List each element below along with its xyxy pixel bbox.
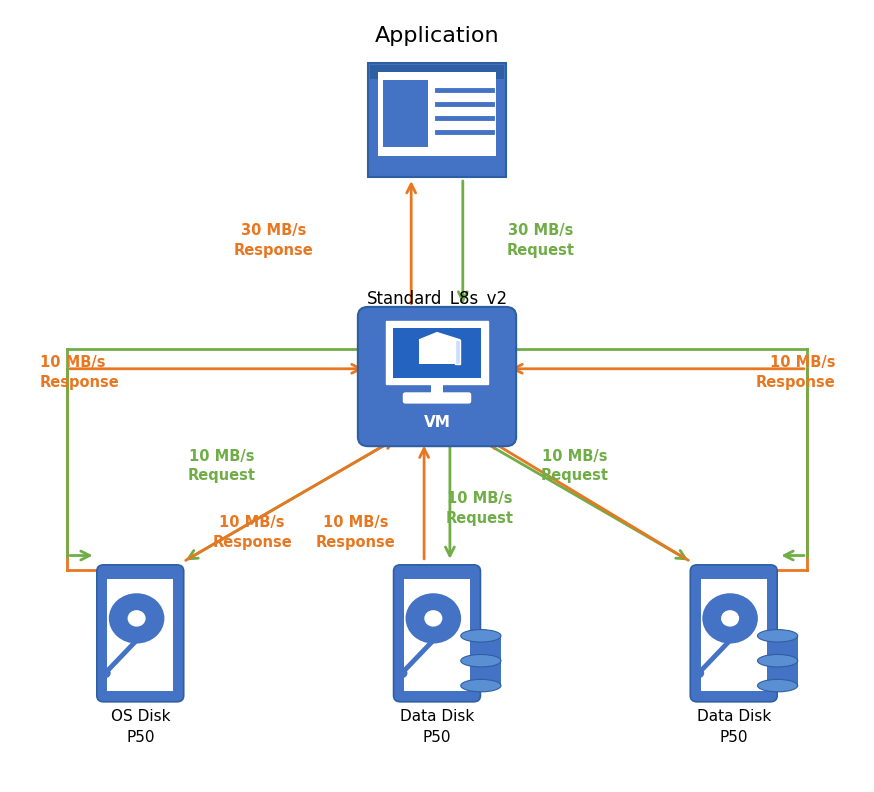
Bar: [420, 340, 454, 364]
Polygon shape: [420, 333, 461, 347]
Circle shape: [100, 668, 111, 678]
Text: 30 MB/s
Response: 30 MB/s Response: [233, 223, 314, 257]
Circle shape: [722, 611, 739, 626]
Circle shape: [128, 611, 145, 626]
Bar: [758, 636, 798, 686]
Ellipse shape: [461, 680, 501, 692]
Polygon shape: [454, 340, 461, 364]
Bar: [701, 578, 766, 691]
Ellipse shape: [758, 680, 798, 692]
Text: 10 MB/s
Response: 10 MB/s Response: [212, 515, 292, 550]
Text: Application: Application: [375, 25, 499, 46]
Text: 10 MB/s
Request: 10 MB/s Request: [541, 448, 608, 483]
Bar: [383, 80, 427, 147]
Circle shape: [109, 593, 164, 644]
Bar: [393, 328, 481, 379]
Text: 30 MB/s
Request: 30 MB/s Request: [506, 223, 574, 257]
Bar: [404, 578, 470, 691]
Circle shape: [406, 593, 461, 644]
Ellipse shape: [461, 630, 501, 642]
Bar: [108, 578, 173, 691]
Text: 10 MB/s
Response: 10 MB/s Response: [39, 356, 120, 390]
FancyBboxPatch shape: [368, 63, 506, 177]
Circle shape: [425, 611, 441, 626]
FancyBboxPatch shape: [690, 565, 777, 702]
Text: OS Disk
P50: OS Disk P50: [110, 709, 170, 744]
Bar: [461, 636, 501, 686]
Text: 10 MB/s
Response: 10 MB/s Response: [316, 515, 395, 550]
Ellipse shape: [758, 630, 798, 642]
Text: Data Disk
P50: Data Disk P50: [400, 709, 474, 744]
FancyBboxPatch shape: [97, 565, 184, 702]
Text: Data Disk
P50: Data Disk P50: [697, 709, 771, 744]
Bar: [431, 383, 443, 394]
Text: VM: VM: [424, 415, 450, 430]
Bar: [378, 72, 496, 156]
Circle shape: [693, 668, 704, 678]
FancyBboxPatch shape: [385, 321, 489, 384]
Text: Standard_L8s_v2: Standard_L8s_v2: [366, 290, 508, 308]
Circle shape: [396, 668, 407, 678]
Text: 10 MB/s
Request: 10 MB/s Request: [188, 448, 256, 483]
Bar: [371, 65, 503, 79]
Text: 10 MB/s
Response: 10 MB/s Response: [755, 356, 836, 390]
Text: 10 MB/s
Request: 10 MB/s Request: [446, 491, 514, 526]
Ellipse shape: [758, 654, 798, 667]
FancyBboxPatch shape: [403, 392, 471, 404]
Ellipse shape: [461, 654, 501, 667]
FancyBboxPatch shape: [357, 307, 517, 446]
FancyBboxPatch shape: [393, 565, 481, 702]
Circle shape: [703, 593, 758, 644]
